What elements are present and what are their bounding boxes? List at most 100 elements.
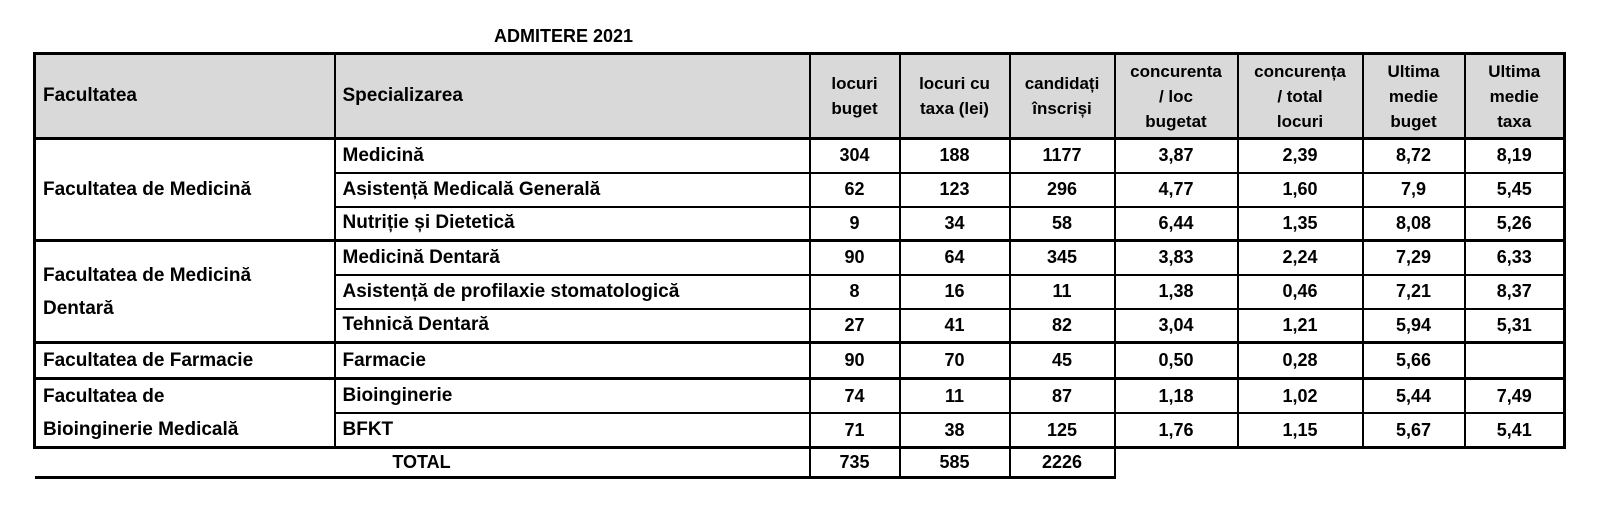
specialization-cell: Nutriție și Dietetică <box>333 205 811 242</box>
value-cell <box>1463 341 1566 380</box>
value-cell: 5,31 <box>1463 307 1566 344</box>
value-cell: 5,67 <box>1361 412 1466 449</box>
value-cell: 2,24 <box>1236 239 1364 276</box>
value-cell: 38 <box>898 412 1011 449</box>
value-cell: 9 <box>808 205 901 242</box>
specialization-cell: Medicină <box>333 137 811 174</box>
table-row-profilaxie: Asistență de profilaxie stomatologică 8 … <box>35 273 1566 310</box>
value-cell: 8 <box>808 273 901 310</box>
value-cell: 7,49 <box>1463 377 1566 414</box>
value-cell: 1,15 <box>1236 412 1364 449</box>
value-cell: 1,21 <box>1236 307 1364 344</box>
value-cell: 64 <box>898 239 1011 276</box>
table-row-bfkt: BFKT 71 38 125 1,76 1,15 5,67 5,41 <box>35 412 1566 449</box>
header-facultatea: Facultatea <box>33 52 336 140</box>
value-cell: 62 <box>808 171 901 208</box>
table-row-bioinginerie: Facultatea de Bioinginerie Medicală Bioi… <box>33 377 1566 449</box>
faculty-cell: Facultatea de Farmacie <box>33 341 336 380</box>
table-row-medicina-dentara: Facultatea de Medicină Dentară Medicină … <box>33 239 1566 344</box>
faculty-cell: Facultatea de Bioinginerie Medicală <box>33 377 336 449</box>
value-cell: 74 <box>808 377 901 414</box>
value-cell: 5,44 <box>1361 377 1466 414</box>
specialization-cell: Asistență Medicală Generală <box>333 171 811 208</box>
value-cell: 3,83 <box>1113 239 1239 276</box>
header-ultima-medie-buget: Ultima medie buget <box>1361 52 1466 140</box>
value-cell: 3,04 <box>1113 307 1239 344</box>
specialization-cell: Farmacie <box>333 341 811 380</box>
header-row: Facultatea Specializarea locuri buget lo… <box>33 52 1566 140</box>
value-cell: 11 <box>898 377 1011 414</box>
value-cell: 11 <box>1008 273 1116 310</box>
total-empty-cell <box>1115 448 1565 478</box>
value-cell: 4,77 <box>1113 171 1239 208</box>
value-cell: 71 <box>808 412 901 449</box>
table-row-medicina: Facultatea de Medicină Medicină 304 188 … <box>33 137 1566 242</box>
page-title: ADMITERE 2021 <box>494 26 634 46</box>
value-cell: 188 <box>898 137 1011 174</box>
specialization-cell: Tehnică Dentară <box>333 307 811 344</box>
faculty-cell: Facultatea de Medicină Dentară <box>33 239 336 344</box>
specialization-cell: Asistență de profilaxie stomatologică <box>333 273 811 310</box>
table-row-farmacie: Facultatea de Farmacie Farmacie 90 70 45… <box>33 341 1566 380</box>
table-row-nutritie: Nutriție și Dietetică 9 34 58 6,44 1,35 … <box>35 205 1566 242</box>
value-cell: 5,26 <box>1463 205 1566 242</box>
value-cell: 5,94 <box>1361 307 1466 344</box>
value-cell: 0,50 <box>1113 341 1239 380</box>
header-ultima-medie-taxa: Ultima medie taxa <box>1463 52 1566 140</box>
value-cell: 7,29 <box>1361 239 1466 276</box>
value-cell: 1,35 <box>1236 205 1364 242</box>
total-label: TOTAL <box>34 446 811 479</box>
value-cell: 0,28 <box>1236 341 1364 380</box>
value-cell: 296 <box>1008 171 1116 208</box>
header-concurenta-loc-bugetat: concurenta / loc bugetat <box>1113 52 1239 140</box>
table-row-tehnica-dentara: Tehnică Dentară 27 41 82 3,04 1,21 5,94 … <box>35 307 1566 344</box>
value-cell: 2,39 <box>1236 137 1364 174</box>
value-cell: 8,72 <box>1361 137 1466 174</box>
total-row: TOTAL 735 585 2226 <box>34 446 1565 479</box>
table-row-asistenta-medicala: Asistență Medicală Generală 62 123 296 4… <box>35 171 1566 208</box>
value-cell: 3,87 <box>1113 137 1239 174</box>
value-cell: 1,60 <box>1236 171 1364 208</box>
value-cell: 82 <box>1008 307 1116 344</box>
header-candidati-inscrisi: candidați înscriși <box>1008 52 1116 140</box>
faculty-cell: Facultatea de Medicină <box>33 137 336 242</box>
value-cell: 41 <box>898 307 1011 344</box>
value-cell: 6,33 <box>1463 239 1566 276</box>
value-cell: 125 <box>1008 412 1116 449</box>
header-locuri-taxa: locuri cu taxa (lei) <box>898 52 1011 140</box>
value-cell: 1,38 <box>1113 273 1239 310</box>
value-cell: 90 <box>808 239 901 276</box>
total-value-cell: 585 <box>898 446 1011 479</box>
value-cell: 16 <box>898 273 1011 310</box>
header-locuri-buget: locuri buget <box>808 52 901 140</box>
value-cell: 7,21 <box>1361 273 1466 310</box>
header-concurenta-total-locuri: concurența / total locuri <box>1236 52 1364 140</box>
value-cell: 7,9 <box>1361 171 1466 208</box>
value-cell: 5,41 <box>1463 412 1566 449</box>
value-cell: 8,37 <box>1463 273 1566 310</box>
value-cell: 8,08 <box>1361 205 1466 242</box>
value-cell: 87 <box>1008 377 1116 414</box>
value-cell: 45 <box>1008 341 1116 380</box>
value-cell: 90 <box>808 341 901 380</box>
admissions-table: Facultatea Specializarea locuri buget lo… <box>33 52 1566 479</box>
value-cell: 5,66 <box>1361 341 1466 380</box>
header-specializarea: Specializarea <box>333 52 811 140</box>
value-cell: 123 <box>898 171 1011 208</box>
value-cell: 1,76 <box>1113 412 1239 449</box>
value-cell: 345 <box>1008 239 1116 276</box>
value-cell: 34 <box>898 205 1011 242</box>
value-cell: 5,45 <box>1463 171 1566 208</box>
value-cell: 1177 <box>1008 137 1116 174</box>
specialization-cell: BFKT <box>333 412 811 449</box>
total-value-cell: 2226 <box>1008 446 1116 479</box>
value-cell: 1,18 <box>1113 377 1239 414</box>
value-cell: 6,44 <box>1113 205 1239 242</box>
value-cell: 1,02 <box>1236 377 1364 414</box>
specialization-cell: Medicină Dentară <box>333 239 811 276</box>
value-cell: 304 <box>808 137 901 174</box>
value-cell: 27 <box>808 307 901 344</box>
value-cell: 8,19 <box>1463 137 1566 174</box>
value-cell: 0,46 <box>1236 273 1364 310</box>
value-cell: 58 <box>1008 205 1116 242</box>
